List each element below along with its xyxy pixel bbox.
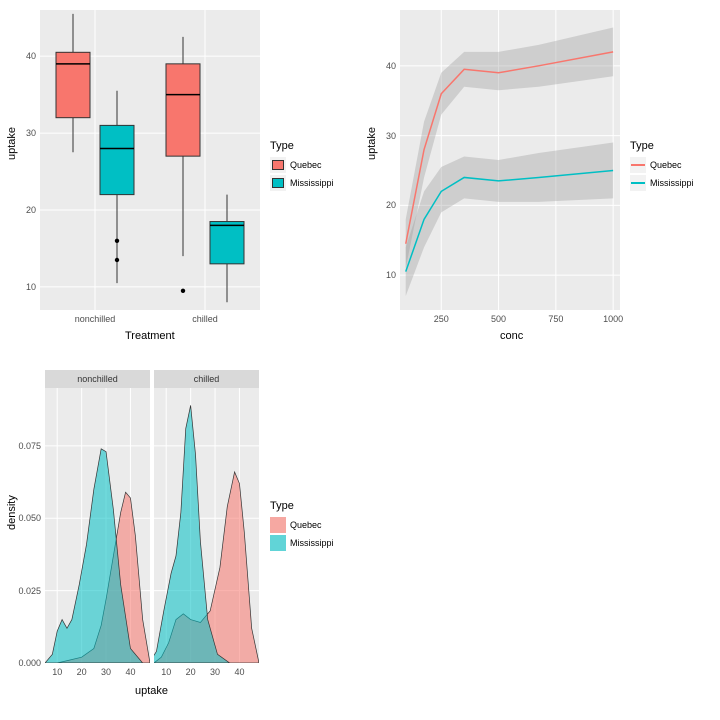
empty-panel [360, 360, 720, 720]
facet-strip-nonchilled: nonchilled [45, 370, 150, 388]
legend-label: Quebec [290, 520, 322, 530]
density-legend: Type Quebec Mississippi [270, 500, 334, 552]
legend-label: Quebec [650, 160, 682, 170]
smooth-legend: Type Quebec Mississippi [630, 140, 694, 192]
legend-title: Type [630, 140, 694, 152]
legend-title: Type [270, 140, 334, 152]
smooth-area [400, 10, 620, 310]
boxplot-panel: uptake Treatment Type Quebec Mississippi… [0, 0, 360, 360]
density-xlabel: uptake [135, 685, 168, 697]
legend-item-quebec: Quebec [630, 156, 694, 174]
legend-label: Quebec [290, 160, 322, 170]
smooth-panel: uptake conc Type Quebec Mississippi 1020… [360, 0, 720, 360]
legend-item-mississippi: Mississippi [270, 534, 334, 552]
boxplot-legend: Type Quebec Mississippi [270, 140, 334, 192]
density-panel: nonchilled chilled density uptake Type Q… [0, 360, 360, 720]
legend-label: Mississippi [290, 178, 334, 188]
legend-item-quebec: Quebec [270, 156, 334, 174]
density-area-chilled [154, 388, 259, 663]
density-area-nonchilled [45, 388, 150, 663]
boxplot-area [40, 10, 260, 310]
smooth-xlabel: conc [500, 330, 523, 342]
facet-strip-chilled: chilled [154, 370, 259, 388]
legend-label: Mississippi [290, 538, 334, 548]
legend-item-mississippi: Mississippi [270, 174, 334, 192]
legend-item-mississippi: Mississippi [630, 174, 694, 192]
legend-title: Type [270, 500, 334, 512]
legend-label: Mississippi [650, 178, 694, 188]
legend-item-quebec: Quebec [270, 516, 334, 534]
boxplot-xlabel: Treatment [125, 330, 175, 342]
